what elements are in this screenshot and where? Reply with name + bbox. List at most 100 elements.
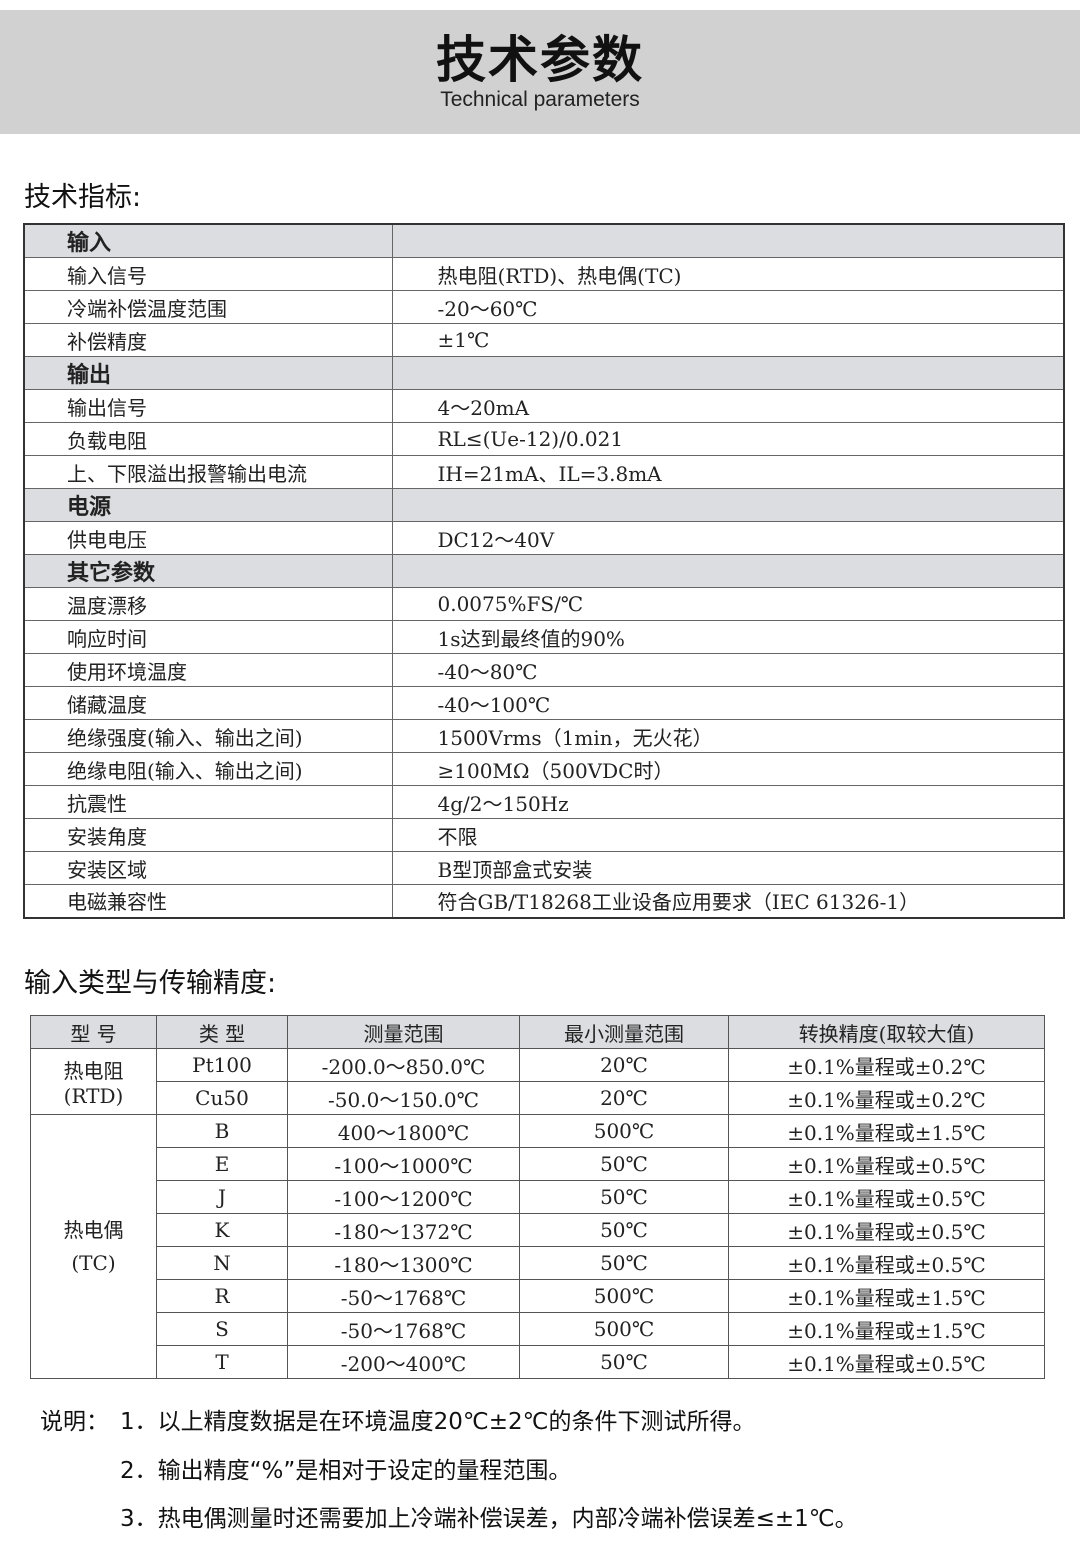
measure-range: -180～1300℃ [287, 1246, 520, 1280]
spec-value: 4g/2～150Hz [391, 785, 1065, 819]
accuracy-table: 型 号类 型测量范围 最小测量范围 转换精度(取较大值) 热电阻 (RTD) Pt100-… [30, 1015, 1045, 1379]
spec-row: 电磁兼容性 符合GB/T18268工业设备应用要求（IEC 61326-1） [23, 884, 1065, 918]
measure-range: -200.0～850.0℃ [287, 1048, 520, 1082]
accuracy: ±0.1%量程或±0.5℃ [728, 1246, 1045, 1280]
min-range: 50℃ [519, 1213, 729, 1247]
spec-row: 绝缘电阻(输入、输出之间) ≥100MΩ（500VDC时） [23, 752, 1065, 786]
spec-row: 负载电阻 RL≤(Ue-12)/0.021 [23, 422, 1065, 456]
spec-group-label: 电源 [23, 488, 393, 522]
accuracy: ±0.1%量程或±1.5℃ [728, 1279, 1045, 1313]
spec-key: 上、下限溢出报警输出电流 [23, 455, 393, 489]
spec-value: RL≤(Ue-12)/0.021 [391, 422, 1065, 456]
spec-table: 输入 输入信号 热电阻(RTD)、热电偶(TC) 冷端补偿温度范围 -20～60℃ 补偿精… [23, 223, 1065, 919]
min-range: 20℃ [519, 1081, 729, 1115]
sensor-type: S [156, 1312, 288, 1346]
spec-row: 输出信号 4～20mA [23, 389, 1065, 423]
accuracy: ±0.1%量程或±0.5℃ [728, 1180, 1045, 1214]
spec-group-blank [391, 356, 1065, 390]
spec-key: 冷端补偿温度范围 [23, 290, 393, 324]
spec-row: 补偿精度 ±1℃ [23, 323, 1065, 357]
spec-value: 不限 [391, 818, 1065, 852]
min-range: 500℃ [519, 1312, 729, 1346]
spec-group-row: 输入 [23, 223, 1065, 258]
spec-row: 抗震性 4g/2～150Hz [23, 785, 1065, 819]
spec-key: 输出信号 [23, 389, 393, 423]
min-range: 500℃ [519, 1279, 729, 1313]
spec-key: 负载电阻 [23, 422, 393, 456]
spec-row: 上、下限溢出报警输出电流 IH=21mA、IL=3.8mA [23, 455, 1065, 489]
spec-value: -40～80℃ [391, 653, 1065, 687]
table-row: 热电阻 (RTD) Pt100 -200.0～850.0℃ 20℃ ±0.1%量程或±0.… [30, 1048, 1045, 1115]
min-range: 50℃ [519, 1147, 729, 1181]
spec-key: 安装角度 [23, 818, 393, 852]
column-header: 最小测量范围 [519, 1015, 729, 1049]
spec-heading: 技术指标: [24, 182, 142, 213]
column-header: 测量范围 [287, 1015, 520, 1049]
spec-group-label: 其它参数 [23, 554, 393, 588]
sensor-type: B [156, 1114, 288, 1148]
accuracy: ±0.1%量程或±1.5℃ [728, 1114, 1045, 1148]
spec-value: ±1℃ [391, 323, 1065, 357]
table-row: T -200～400℃ 50℃ ±0.1%量程或±0.5℃ [31, 1345, 1045, 1379]
accuracy: ±0.1%量程或±0.5℃ [728, 1345, 1045, 1379]
table-row: Cu50 -50.0～150.0℃ 20℃ ±0.1%量程或±0.2℃ [31, 1081, 1045, 1115]
spec-key: 抗震性 [23, 785, 393, 819]
type-group-cell: 热电偶 (TC) [30, 1114, 157, 1379]
table-row: N -180～1300℃ 50℃ ±0.1%量程或±0.5℃ [31, 1246, 1045, 1280]
note-item: 1．以上精度数据是在环境温度20℃±2℃的条件下测试所得。 [120, 1409, 756, 1435]
spec-value: DC12～40V [391, 521, 1065, 555]
spec-row: 安装角度 不限 [23, 818, 1065, 852]
table-row: R -50～1768℃ 500℃ ±0.1%量程或±1.5℃ [31, 1279, 1045, 1313]
measure-range: -180～1372℃ [287, 1213, 520, 1247]
column-header: 型 号 [30, 1015, 157, 1049]
spec-group-blank [391, 488, 1065, 522]
min-range: 20℃ [519, 1048, 729, 1082]
min-range: 50℃ [519, 1246, 729, 1280]
spec-key: 温度漂移 [23, 587, 393, 621]
measure-range: -100～1200℃ [287, 1180, 520, 1214]
measure-range: 400～1800℃ [287, 1114, 520, 1148]
header-banner: 技术参数 Technical parameters [0, 10, 1080, 134]
spec-key: 储藏温度 [23, 686, 393, 720]
sensor-type: N [156, 1246, 288, 1280]
type-group-code: (TC) [71, 1250, 116, 1275]
min-range: 500℃ [519, 1114, 729, 1148]
spec-value: 热电阻(RTD)、热电偶(TC) [391, 257, 1065, 291]
note-item: 3．热电偶测量时还需要加上冷端补偿误差，内部冷端补偿误差≤±1℃。 [120, 1506, 858, 1532]
table-row: E -100～1000℃ 50℃ ±0.1%量程或±0.5℃ [31, 1147, 1045, 1181]
spec-row: 安装区域 B型顶部盒式安装 [23, 851, 1065, 885]
spec-group-row: 电源 [23, 488, 1065, 522]
sensor-type: E [156, 1147, 288, 1181]
notes-label: 说明： [40, 1409, 109, 1435]
table-row: K -180～1372℃ 50℃ ±0.1%量程或±0.5℃ [31, 1213, 1045, 1247]
spec-row: 温度漂移 0.0075%FS/℃ [23, 587, 1065, 621]
spec-group-blank [391, 554, 1065, 588]
spec-key: 绝缘电阻(输入、输出之间) [23, 752, 393, 786]
spec-value: 0.0075%FS/℃ [391, 587, 1065, 621]
measure-range: -50～1768℃ [287, 1312, 520, 1346]
sensor-type: K [156, 1213, 288, 1247]
spec-group-row: 其它参数 [23, 554, 1065, 588]
column-header: 转换精度(取较大值) [728, 1015, 1045, 1049]
spec-value: ≥100MΩ（500VDC时） [391, 752, 1065, 786]
spec-group-row: 输出 [23, 356, 1065, 390]
accuracy: ±0.1%量程或±0.5℃ [728, 1213, 1045, 1247]
min-range: 50℃ [519, 1345, 729, 1379]
spec-value: -40～100℃ [391, 686, 1065, 720]
measure-range: -200～400℃ [287, 1345, 520, 1379]
accuracy: ±0.1%量程或±1.5℃ [728, 1312, 1045, 1346]
spec-value: B型顶部盒式安装 [391, 851, 1065, 885]
min-range: 50℃ [519, 1180, 729, 1214]
spec-key: 响应时间 [23, 620, 393, 654]
spec-key: 使用环境温度 [23, 653, 393, 687]
spec-group-label: 输出 [23, 356, 393, 390]
measure-range: -50.0～150.0℃ [287, 1081, 520, 1115]
spec-value: 符合GB/T18268工业设备应用要求（IEC 61326-1） [391, 884, 1065, 918]
type-group-cell: 热电阻 (RTD) [30, 1048, 157, 1115]
spec-group-label: 输入 [23, 223, 393, 258]
page-title: 技术参数 [436, 31, 644, 89]
measure-range: -50～1768℃ [287, 1279, 520, 1313]
column-header: 类 型 [156, 1015, 288, 1049]
page-subtitle: Technical parameters [440, 88, 640, 111]
note-item: 2．输出精度“%”是相对于设定的量程范围。 [120, 1458, 572, 1484]
